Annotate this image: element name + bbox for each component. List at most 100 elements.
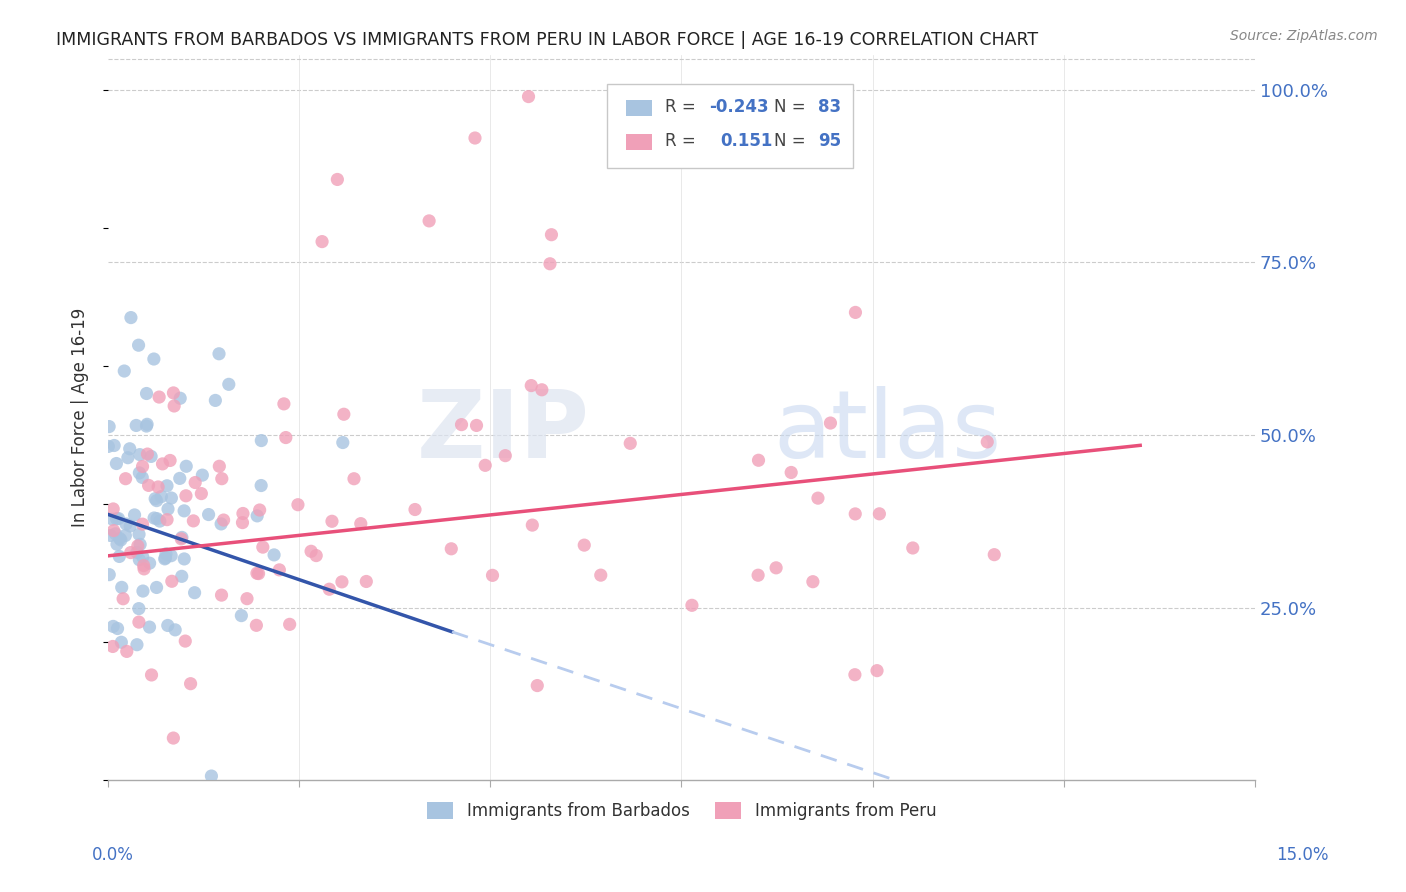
Point <box>440 541 463 556</box>
Point <box>494 449 516 463</box>
Point <box>105 512 128 526</box>
Point <box>139 450 162 464</box>
Text: R =: R = <box>665 98 702 116</box>
Point <box>197 508 219 522</box>
Point <box>101 512 124 526</box>
Point <box>136 447 159 461</box>
Point <box>311 235 333 249</box>
Point <box>540 227 562 242</box>
Point <box>160 549 183 563</box>
Text: N =: N = <box>775 132 811 151</box>
Point <box>246 508 269 523</box>
Point <box>464 131 486 145</box>
Point <box>159 453 181 467</box>
Point <box>152 457 174 471</box>
Point <box>747 453 769 467</box>
Point <box>138 478 160 492</box>
Point <box>146 511 169 525</box>
Point <box>105 457 128 471</box>
Point <box>844 507 866 521</box>
Text: -0.243: -0.243 <box>709 98 769 116</box>
Point <box>418 214 440 228</box>
Point <box>160 491 183 505</box>
Point <box>111 580 134 594</box>
Point <box>474 458 496 473</box>
Point <box>522 518 544 533</box>
Point <box>274 431 297 445</box>
Point <box>145 581 167 595</box>
Point <box>170 532 193 546</box>
Point <box>117 450 139 465</box>
Point <box>160 574 183 589</box>
Point <box>404 502 426 516</box>
Point <box>183 514 205 528</box>
Point <box>218 377 240 392</box>
Point <box>103 438 125 452</box>
Point <box>868 507 890 521</box>
Point <box>211 472 233 486</box>
Point <box>138 620 160 634</box>
Point <box>128 615 150 629</box>
Point <box>136 417 159 432</box>
Point <box>128 448 150 462</box>
Bar <box>627 100 651 116</box>
Point <box>249 503 271 517</box>
Point <box>163 399 186 413</box>
Point <box>98 567 121 582</box>
Point <box>209 516 232 531</box>
Point <box>520 378 543 392</box>
Point <box>246 566 269 581</box>
Point <box>318 582 340 597</box>
Point <box>208 459 231 474</box>
Point <box>190 486 212 500</box>
Point <box>131 459 153 474</box>
Point <box>150 490 173 504</box>
Point <box>231 608 253 623</box>
Point <box>145 493 167 508</box>
Point <box>844 305 866 319</box>
Point <box>530 383 553 397</box>
Point <box>105 537 128 551</box>
Point <box>184 475 207 490</box>
Point <box>332 435 354 450</box>
Point <box>174 489 197 503</box>
Point <box>156 502 179 516</box>
Point <box>97 439 120 453</box>
Point <box>120 310 142 325</box>
Point <box>155 550 177 565</box>
Text: 95: 95 <box>818 132 841 151</box>
Text: 15.0%: 15.0% <box>1277 846 1329 863</box>
Point <box>169 391 191 405</box>
Point <box>125 545 148 559</box>
Point <box>138 556 160 570</box>
Point <box>132 584 155 599</box>
Point <box>844 667 866 681</box>
Point <box>269 563 291 577</box>
Text: N =: N = <box>775 98 811 116</box>
Point <box>299 544 322 558</box>
Point <box>180 676 202 690</box>
Point <box>156 618 179 632</box>
Point <box>110 533 132 547</box>
Text: 83: 83 <box>818 98 841 116</box>
Point <box>250 478 273 492</box>
Point <box>125 638 148 652</box>
Text: 0.0%: 0.0% <box>91 846 134 863</box>
Point <box>252 540 274 554</box>
Point <box>162 731 184 745</box>
Bar <box>627 134 651 150</box>
Point <box>149 514 172 528</box>
Point <box>247 566 270 581</box>
Point <box>183 585 205 599</box>
Point <box>681 599 703 613</box>
Point <box>517 89 540 103</box>
Point <box>983 548 1005 562</box>
FancyBboxPatch shape <box>607 84 853 168</box>
Point <box>128 466 150 480</box>
Point <box>127 539 149 553</box>
Point <box>110 635 132 649</box>
Point <box>112 364 135 378</box>
Point <box>169 471 191 485</box>
Point <box>124 508 146 522</box>
Point <box>104 526 127 541</box>
